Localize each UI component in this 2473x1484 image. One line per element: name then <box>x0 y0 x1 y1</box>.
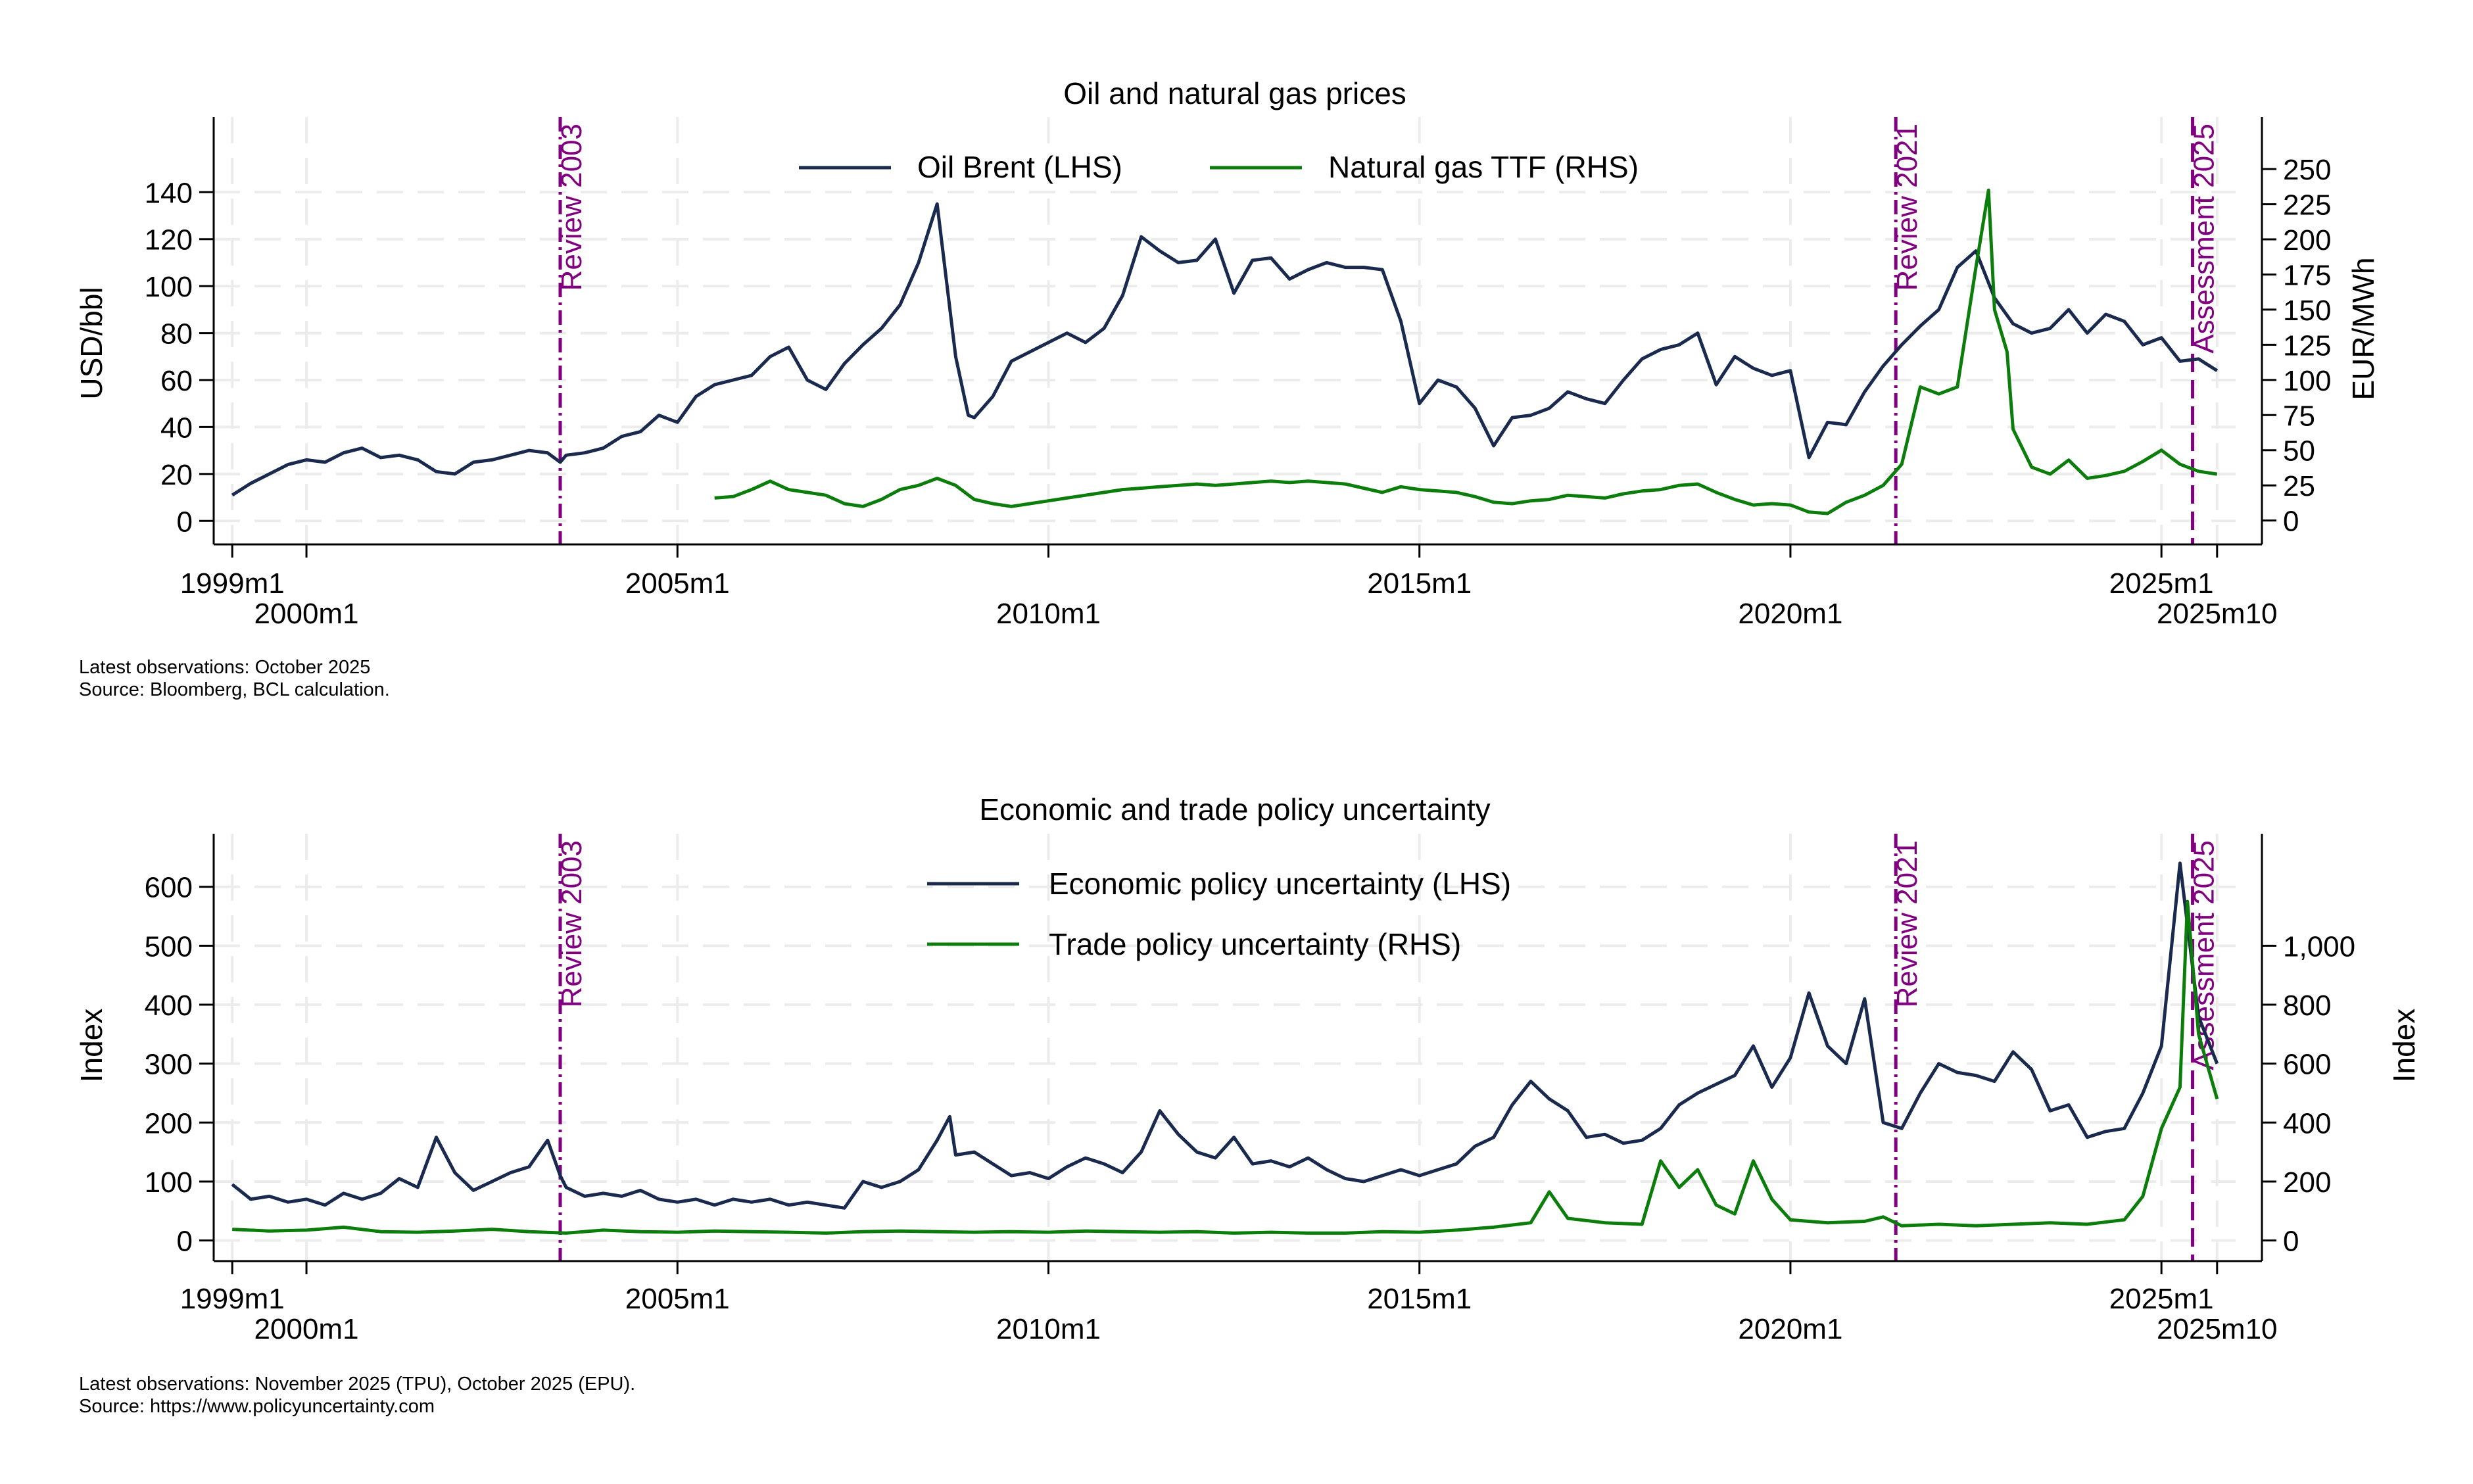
y-tick-label-left: 40 <box>160 412 193 444</box>
event-lines: Review 2003 Review 2021 Assessment 2025 <box>556 117 2221 544</box>
y-axis-label-left: Index <box>74 1009 108 1083</box>
chart-oil-gas: Oil and natural gas prices Review 2003 Re… <box>74 76 2380 700</box>
x-tick-label: 2025m1 <box>2109 567 2214 600</box>
gridlines <box>214 117 2236 544</box>
x-tick-label: 2005m1 <box>625 1283 730 1315</box>
x-tick-label: 2015m1 <box>1367 567 1472 600</box>
x-tick-label: 1999m1 <box>180 1283 285 1315</box>
y-tick-label-right: 225 <box>2283 189 2331 222</box>
axes: 0 100 200 300 400 500 600 0 200 400 600 800 1,000 199… <box>145 834 2355 1345</box>
y-tick-label-left: 400 <box>145 990 193 1022</box>
y-tick-label-left: 60 <box>160 365 193 397</box>
x-tick-label: 2000m1 <box>254 1313 359 1345</box>
x-tick-label: 2010m1 <box>996 1313 1101 1345</box>
legend: Oil Brent (LHS) Natural gas TTF (RHS) <box>799 150 1639 184</box>
legend-label-tpu: Trade policy uncertainty (RHS) <box>1049 927 1461 961</box>
y-tick-label-right: 150 <box>2283 295 2331 327</box>
y-axis-label-right: Index <box>2387 1009 2421 1083</box>
y-tick-label-right: 125 <box>2283 329 2331 362</box>
y-tick-label-right: 50 <box>2283 435 2315 467</box>
series-line-rhs <box>232 899 2219 1235</box>
y-tick-label-right: 200 <box>2283 224 2331 256</box>
legend-label-epu: Economic policy uncertainty (LHS) <box>1049 867 1511 901</box>
legend-label-gas: Natural gas TTF (RHS) <box>1328 150 1639 184</box>
x-tick-label: 2025m1 <box>2109 1283 2214 1315</box>
y-tick-label-right: 75 <box>2283 400 2315 432</box>
y-tick-label-right: 0 <box>2283 1226 2299 1258</box>
x-tick-label: 2010m1 <box>996 598 1101 630</box>
note-source: Source: Bloomberg, BCL calculation. <box>79 679 390 700</box>
event-label: Assessment 2025 <box>2188 124 2221 354</box>
event-label: Review 2021 <box>1891 840 1923 1007</box>
y-tick-label-right: 100 <box>2283 365 2331 397</box>
axes: 0204060801001201400255075100125150175200… <box>145 117 2331 630</box>
x-tick-label: 2025m10 <box>2157 598 2277 630</box>
y-axis-label-right: EUR/MWh <box>2346 257 2380 400</box>
series-lines <box>231 188 2219 515</box>
series-line-rhs <box>714 188 2218 515</box>
y-tick-label-right: 800 <box>2283 990 2331 1022</box>
event-label: Review 2003 <box>556 124 588 291</box>
note-latest: Latest observations: October 2025 <box>79 657 370 678</box>
x-tick-label: 2005m1 <box>625 567 730 600</box>
y-tick-label-right: 25 <box>2283 470 2315 502</box>
y-tick-label-right: 1,000 <box>2283 930 2355 963</box>
y-tick-label-left: 120 <box>145 224 193 256</box>
chart-title: Economic and trade policy uncertainty <box>979 792 1490 826</box>
y-tick-label-left: 0 <box>177 1226 193 1258</box>
gridlines <box>214 834 2236 1261</box>
y-tick-label-left: 100 <box>145 271 193 303</box>
y-tick-label-left: 300 <box>145 1049 193 1081</box>
x-tick-label: 2000m1 <box>254 598 359 630</box>
y-tick-label-right: 0 <box>2283 506 2299 538</box>
y-tick-label-left: 100 <box>145 1166 193 1199</box>
y-tick-label-left: 20 <box>160 459 193 491</box>
y-tick-label-right: 400 <box>2283 1107 2331 1139</box>
x-tick-label: 2020m1 <box>1738 598 1842 630</box>
event-label: Review 2003 <box>556 840 588 1007</box>
series-line-lhs <box>231 202 2219 497</box>
y-tick-label-left: 80 <box>160 318 193 350</box>
x-tick-label: 1999m1 <box>180 567 285 600</box>
y-tick-label-right: 175 <box>2283 259 2331 291</box>
y-tick-label-left: 500 <box>145 930 193 963</box>
y-tick-label-left: 140 <box>145 177 193 209</box>
y-tick-label-right: 200 <box>2283 1166 2331 1199</box>
x-tick-label: 2020m1 <box>1738 1313 1842 1345</box>
event-label: Review 2021 <box>1891 124 1923 291</box>
legend: Economic policy uncertainty (LHS) Trade … <box>927 867 1511 961</box>
y-tick-label-right: 250 <box>2283 154 2331 186</box>
y-tick-label-left: 600 <box>145 872 193 904</box>
y-tick-label-right: 600 <box>2283 1049 2331 1081</box>
legend-label-oil: Oil Brent (LHS) <box>917 150 1122 184</box>
chart-title: Oil and natural gas prices <box>1063 76 1406 110</box>
y-tick-label-left: 0 <box>177 506 193 538</box>
x-tick-label: 2025m10 <box>2157 1313 2277 1345</box>
y-axis-label-left: USD/bbl <box>74 287 108 399</box>
chart-policy-uncertainty: Economic and trade policy uncertainty Re… <box>74 792 2421 1417</box>
y-tick-label-left: 200 <box>145 1107 193 1139</box>
x-tick-label: 2015m1 <box>1367 1283 1472 1315</box>
note-latest: Latest observations: November 2025 (TPU)… <box>79 1374 635 1395</box>
series-lines <box>231 861 2219 1235</box>
note-source: Source: https://www.policyuncertainty.co… <box>79 1396 435 1417</box>
series-line-lhs <box>231 861 2219 1210</box>
